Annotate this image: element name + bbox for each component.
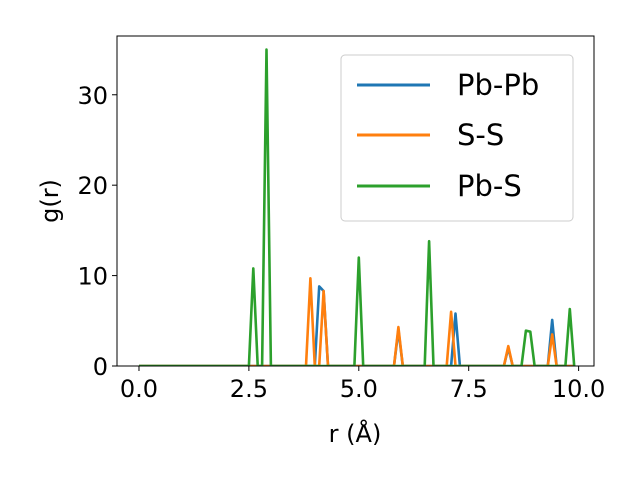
- x-axis-ticks: 0.0 2.5 5.0 7.5 10.0: [120, 366, 605, 403]
- series-line-pb-s: [139, 48, 576, 366]
- legend-label-pb-s: Pb-S: [457, 169, 522, 203]
- x-tick-label: 7.5: [450, 375, 488, 403]
- y-tick-label: 30: [77, 82, 108, 110]
- y-axis-label: g(r): [36, 179, 64, 223]
- legend: Pb-Pb S-S Pb-S: [340, 54, 574, 222]
- legend-box: [340, 54, 574, 222]
- y-axis-ticks: 0 10 20 30: [77, 82, 117, 381]
- y-tick-label: 20: [77, 172, 108, 200]
- legend-label-s-s: S-S: [457, 118, 504, 152]
- series-line-pb-pb: [139, 285, 575, 366]
- x-tick-label: 5.0: [340, 375, 378, 403]
- legend-label-pb-pb: Pb-Pb: [457, 68, 539, 102]
- y-tick-label: 10: [77, 263, 108, 291]
- plot-frame: [116, 35, 595, 367]
- x-tick-label: 10.0: [552, 375, 605, 403]
- x-tick-label: 2.5: [230, 375, 268, 403]
- x-tick-label: 0.0: [120, 375, 158, 403]
- x-axis-label: r (Å): [329, 419, 382, 448]
- y-tick-label: 0: [93, 353, 108, 381]
- series-layer: [139, 48, 576, 366]
